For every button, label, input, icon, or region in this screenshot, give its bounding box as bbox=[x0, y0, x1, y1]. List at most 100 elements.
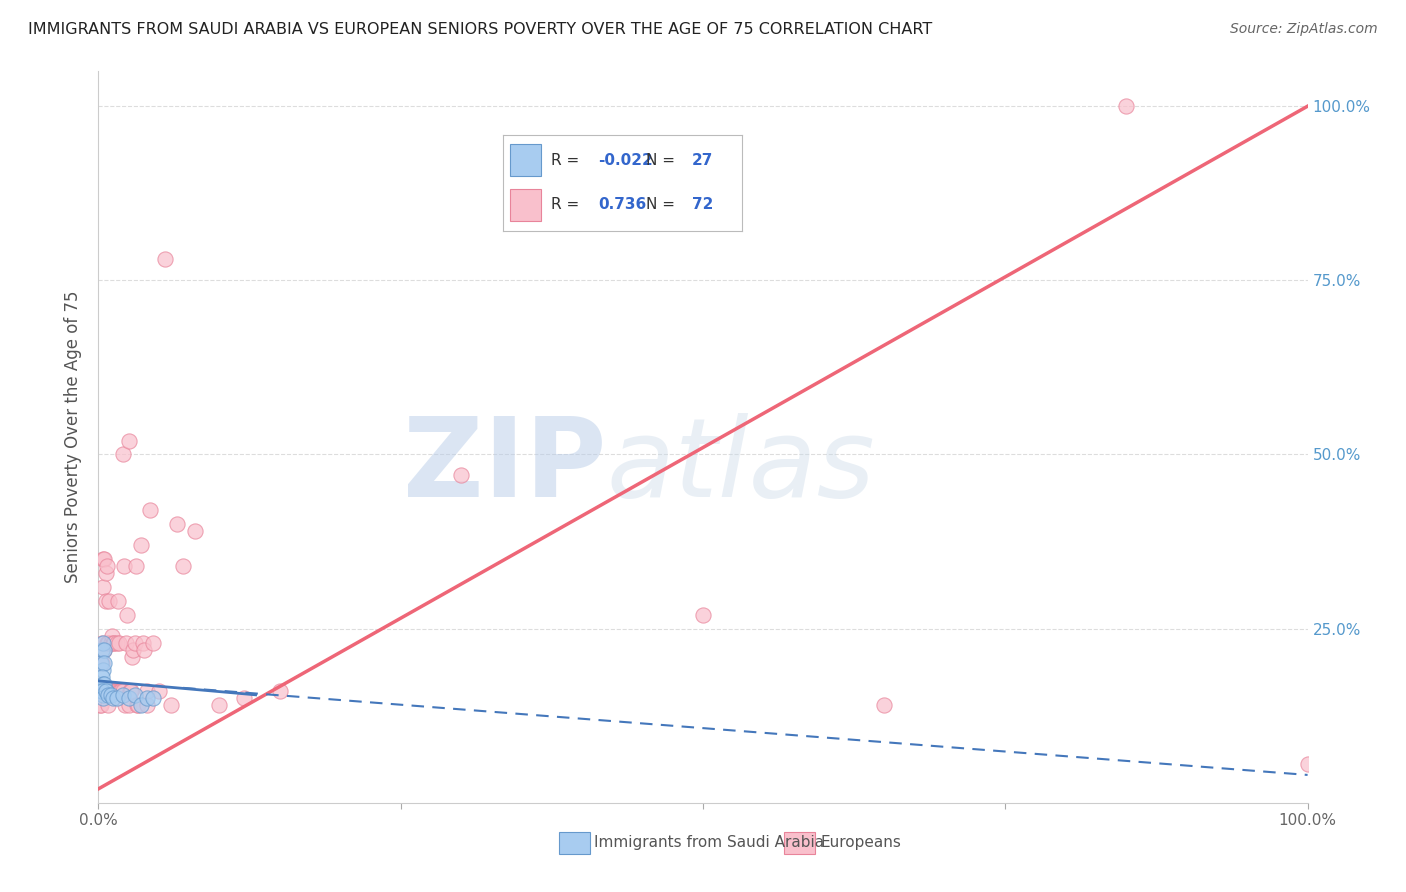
Point bbox=[142, 635, 165, 649]
Point bbox=[142, 691, 165, 706]
Point bbox=[94, 566, 117, 580]
Point bbox=[127, 698, 149, 713]
Point bbox=[120, 684, 142, 698]
Text: N =: N = bbox=[647, 197, 681, 212]
Point bbox=[873, 698, 896, 713]
Point bbox=[117, 607, 139, 622]
Point bbox=[124, 635, 146, 649]
Point bbox=[692, 607, 714, 622]
Text: -0.022: -0.022 bbox=[599, 153, 654, 168]
Point bbox=[97, 698, 120, 713]
Point bbox=[101, 691, 124, 706]
Point bbox=[91, 684, 114, 698]
Text: R =: R = bbox=[551, 197, 583, 212]
Point bbox=[118, 691, 141, 706]
Point bbox=[450, 468, 472, 483]
Point bbox=[160, 698, 183, 713]
Point bbox=[101, 684, 124, 698]
Y-axis label: Seniors Poverty Over the Age of 75: Seniors Poverty Over the Age of 75 bbox=[65, 291, 83, 583]
Point bbox=[94, 684, 117, 698]
Point bbox=[124, 688, 146, 702]
Point bbox=[111, 688, 134, 702]
Point bbox=[172, 558, 194, 573]
Point bbox=[107, 594, 129, 608]
Point bbox=[91, 635, 114, 649]
Text: ZIP: ZIP bbox=[404, 413, 606, 520]
Point bbox=[105, 691, 128, 706]
Text: IMMIGRANTS FROM SAUDI ARABIA VS EUROPEAN SENIORS POVERTY OVER THE AGE OF 75 CORR: IMMIGRANTS FROM SAUDI ARABIA VS EUROPEAN… bbox=[28, 22, 932, 37]
Point bbox=[96, 684, 118, 698]
Point bbox=[97, 635, 120, 649]
Point bbox=[112, 558, 135, 573]
Point bbox=[118, 698, 141, 713]
Point bbox=[108, 684, 131, 698]
Point bbox=[91, 635, 114, 649]
Bar bbox=[510, 189, 541, 221]
Point bbox=[104, 684, 127, 698]
Point bbox=[100, 684, 122, 698]
Point bbox=[91, 684, 114, 698]
Point bbox=[269, 684, 291, 698]
Point bbox=[89, 698, 111, 713]
Point bbox=[132, 635, 155, 649]
Point bbox=[1296, 757, 1319, 772]
Point bbox=[90, 657, 112, 671]
Point bbox=[93, 681, 115, 695]
Point bbox=[153, 252, 176, 267]
Point bbox=[90, 657, 112, 671]
Point bbox=[110, 684, 132, 698]
Point bbox=[98, 684, 121, 698]
Point bbox=[108, 635, 131, 649]
Point bbox=[91, 677, 114, 691]
Point bbox=[208, 698, 231, 713]
Point bbox=[118, 684, 141, 698]
Point bbox=[96, 558, 118, 573]
Point bbox=[103, 635, 125, 649]
Point bbox=[97, 684, 120, 698]
Point bbox=[1115, 99, 1137, 113]
Point bbox=[100, 684, 122, 698]
Point bbox=[94, 684, 117, 698]
Point bbox=[93, 684, 115, 698]
Point bbox=[91, 691, 114, 706]
Point bbox=[127, 698, 149, 713]
Point bbox=[111, 684, 134, 698]
Point bbox=[91, 684, 114, 698]
Point bbox=[100, 688, 122, 702]
Point bbox=[103, 684, 125, 698]
Text: Source: ZipAtlas.com: Source: ZipAtlas.com bbox=[1230, 22, 1378, 37]
Point bbox=[105, 684, 128, 698]
Point bbox=[105, 635, 128, 649]
Point bbox=[97, 688, 120, 702]
Point bbox=[148, 684, 170, 698]
Point bbox=[91, 688, 114, 702]
Text: Europeans: Europeans bbox=[820, 836, 901, 850]
Point bbox=[100, 629, 122, 643]
Point bbox=[96, 635, 118, 649]
Point bbox=[93, 642, 115, 657]
Point bbox=[93, 552, 115, 566]
Point bbox=[98, 594, 121, 608]
Point bbox=[94, 684, 117, 698]
Text: R =: R = bbox=[551, 153, 583, 168]
Point bbox=[101, 635, 124, 649]
Point bbox=[93, 642, 115, 657]
Point bbox=[121, 649, 143, 664]
Point bbox=[232, 691, 254, 706]
Point bbox=[93, 677, 115, 691]
Point bbox=[129, 538, 152, 552]
Point bbox=[135, 698, 157, 713]
Text: 27: 27 bbox=[692, 153, 713, 168]
Point bbox=[90, 698, 112, 713]
Text: N =: N = bbox=[647, 153, 681, 168]
Point bbox=[134, 642, 156, 657]
Point bbox=[91, 642, 114, 657]
Point bbox=[91, 580, 114, 594]
Point bbox=[91, 657, 114, 671]
Point bbox=[184, 524, 207, 538]
Point bbox=[129, 698, 152, 713]
Point bbox=[111, 448, 134, 462]
Point bbox=[91, 664, 114, 678]
Point bbox=[90, 684, 112, 698]
Point bbox=[125, 558, 148, 573]
